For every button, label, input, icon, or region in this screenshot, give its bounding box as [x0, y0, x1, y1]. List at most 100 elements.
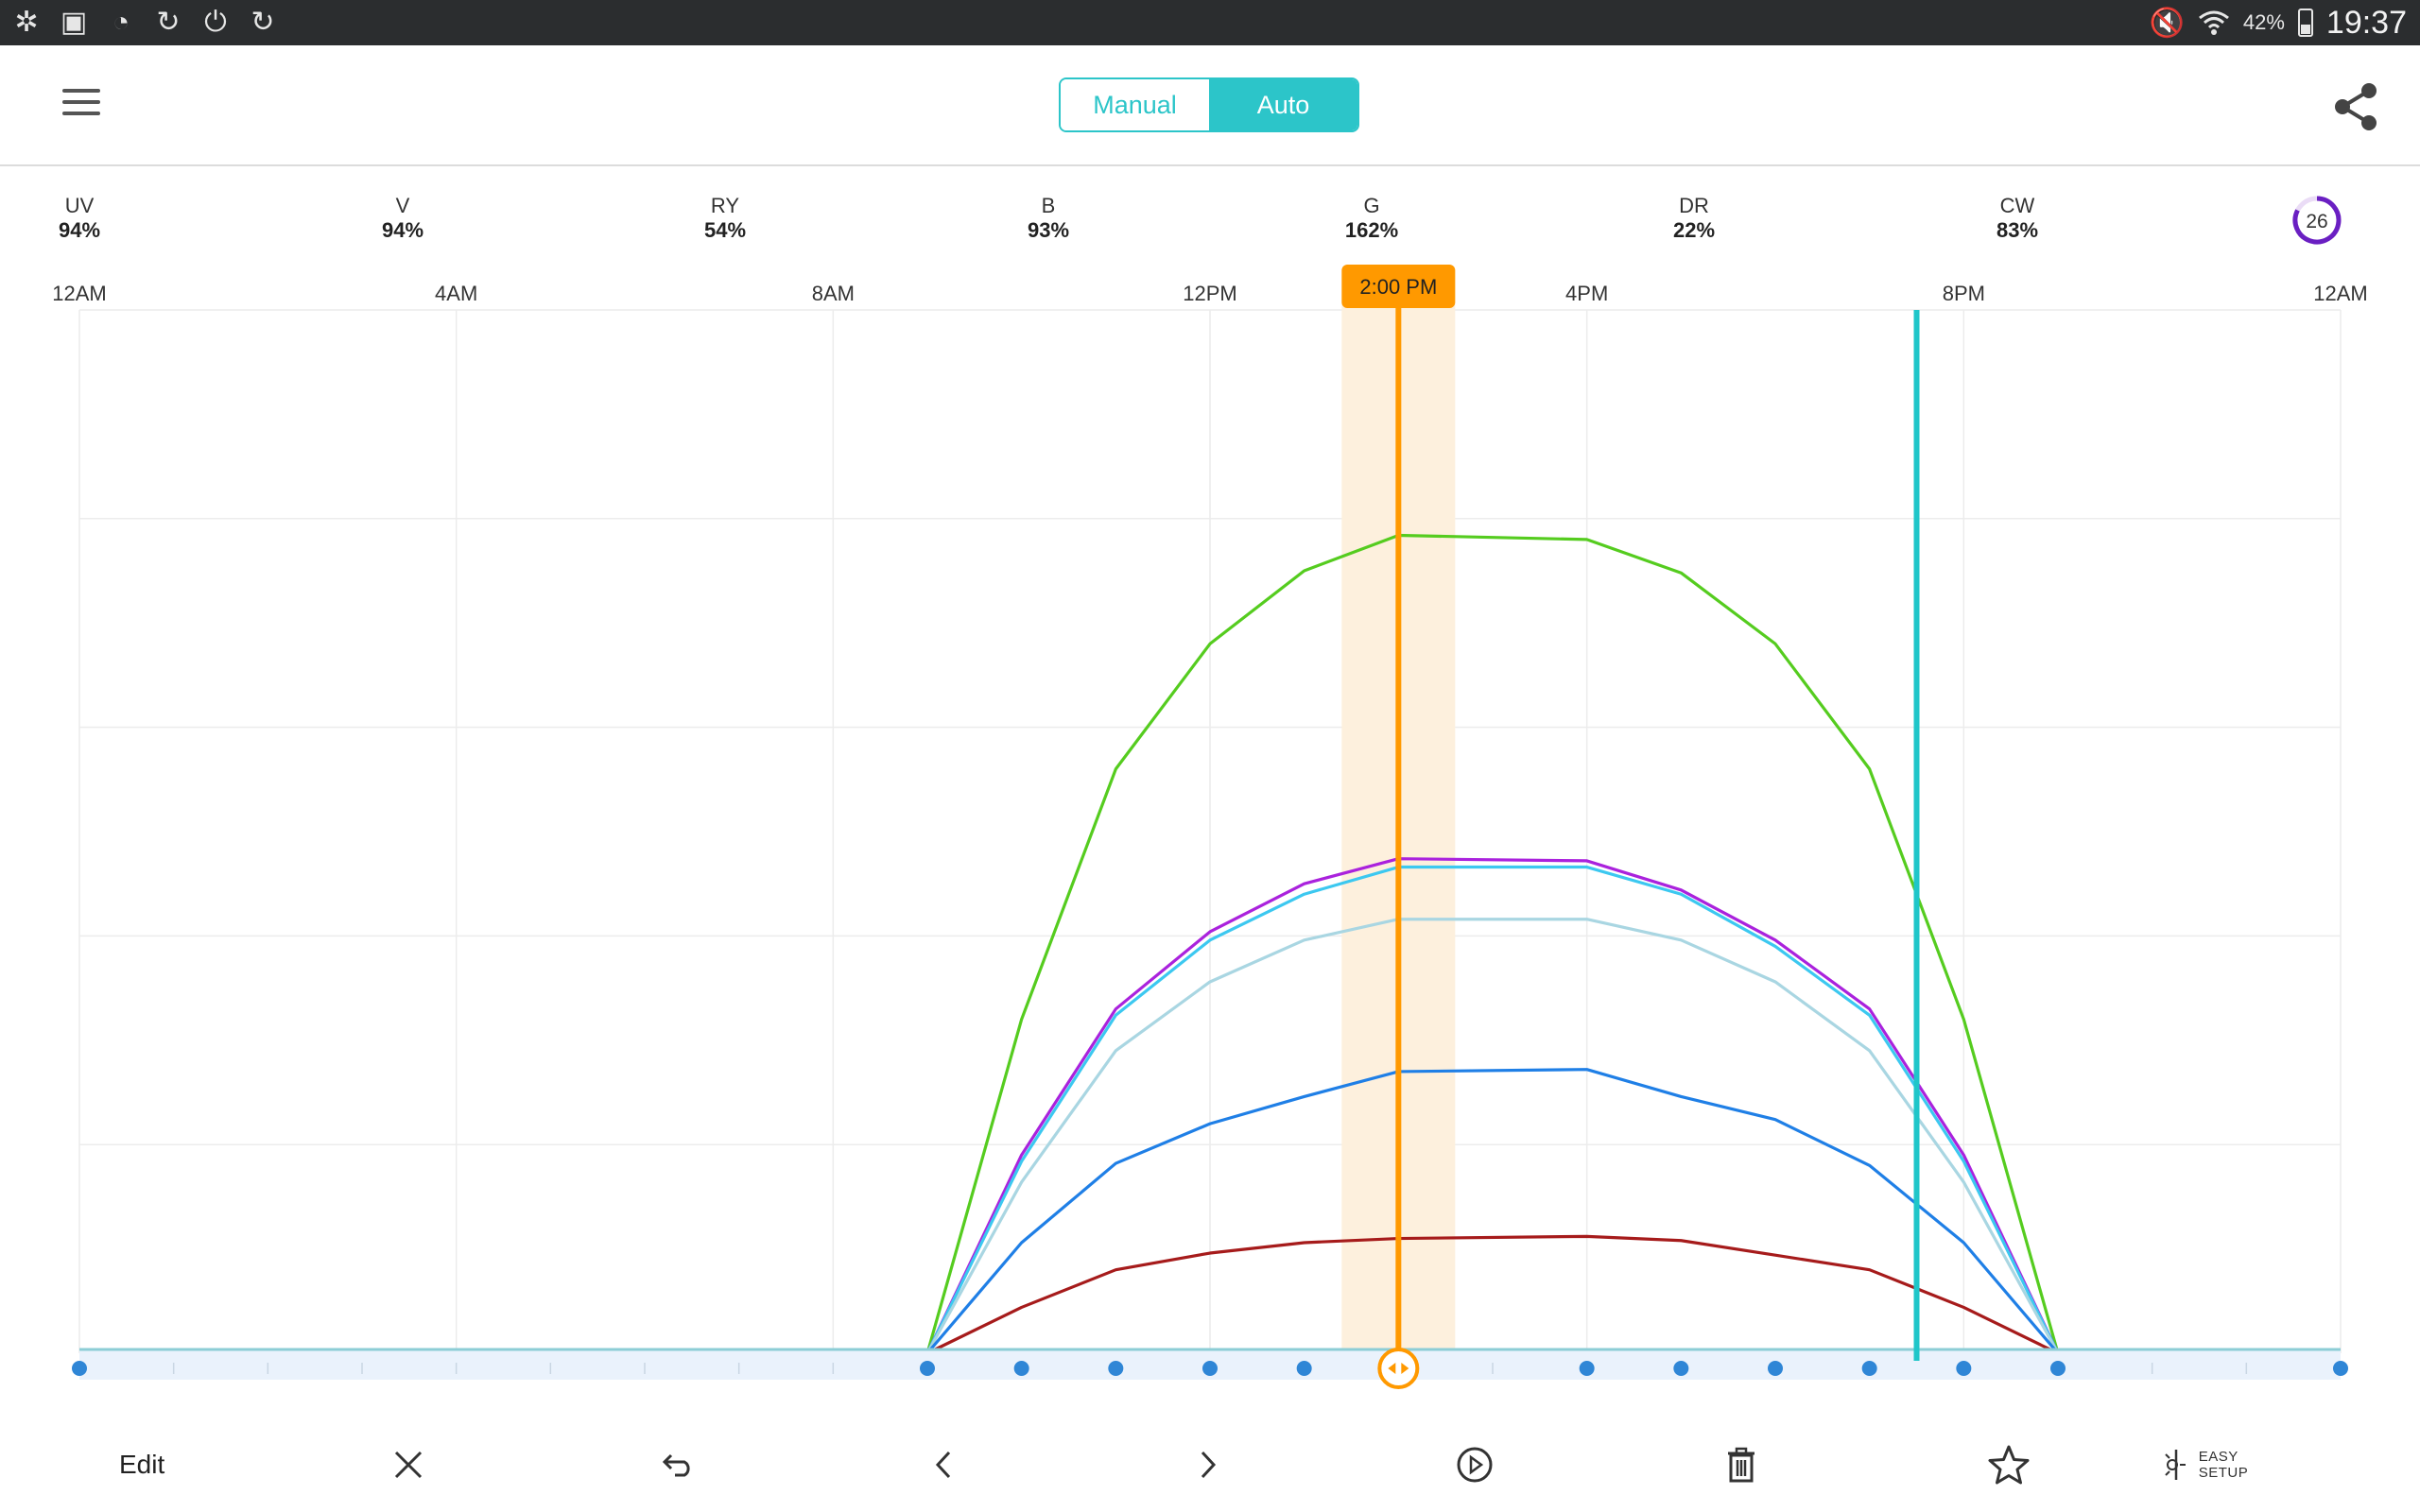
easy-setup-label: EASY SETUP: [2199, 1449, 2249, 1481]
channel-uv[interactable]: UV 94%: [13, 194, 146, 243]
easy-setup-icon: [2165, 1450, 2186, 1480]
control-point[interactable]: [1108, 1361, 1124, 1376]
control-point[interactable]: [2050, 1361, 2066, 1376]
mode-toggle[interactable]: Manual Auto: [1059, 77, 1359, 132]
series-line: [79, 1068, 2341, 1355]
control-point[interactable]: [1956, 1361, 1972, 1376]
easy-setup-label-line1: EASY: [2198, 1449, 2238, 1465]
wifi-question-icon: ◔: [112, 7, 130, 38]
channel-dr[interactable]: DR 22%: [1628, 194, 1760, 243]
x-axis-ticks: 12AM 4AM 8AM 12PM 4PM 8PM 12AM: [52, 282, 2367, 305]
channel-name: CW: [1999, 194, 2035, 217]
x-tick-label: 4PM: [1565, 282, 1608, 305]
play-icon: [1457, 1447, 1493, 1483]
easy-setup-label-line2: SETUP: [2198, 1465, 2249, 1481]
auto-mode-button[interactable]: Auto: [1209, 79, 1357, 130]
delete-button[interactable]: [1719, 1435, 1764, 1495]
battery-icon: [2297, 9, 2313, 37]
app-bar: Manual Auto: [0, 45, 2420, 166]
channel-g[interactable]: G 162%: [1305, 194, 1438, 243]
chart-svg[interactable]: 12AM 4AM 8AM 12PM 4PM 8PM 12AM 2:00 PM: [0, 265, 2420, 1399]
channel-name: DR: [1679, 194, 1709, 217]
play-button[interactable]: [1452, 1435, 1497, 1495]
channel-value: 54%: [703, 218, 747, 242]
wifi-icon: [2198, 10, 2229, 35]
control-point[interactable]: [1202, 1361, 1218, 1376]
channel-b[interactable]: B 93%: [982, 194, 1115, 243]
channel-value: 93%: [1027, 218, 1070, 242]
channel-value: 94%: [58, 218, 101, 242]
sync-icon: ↻: [251, 7, 275, 38]
series-line: [79, 1234, 2341, 1355]
gallery-icon: ▣: [60, 7, 88, 38]
channel-name: RY: [710, 194, 740, 217]
drag-arrows-icon: [1388, 1363, 1409, 1374]
channel-v[interactable]: V 94%: [337, 194, 469, 243]
control-point[interactable]: [2333, 1361, 2348, 1376]
x-tick-label: 12PM: [1183, 282, 1236, 305]
x-tick-label: 4AM: [435, 282, 477, 305]
channel-values: UV 94% V 94% RY 54% B 93% G 162% DR 22% …: [0, 194, 2420, 260]
channel-name: V: [395, 194, 410, 217]
control-point[interactable]: [1768, 1361, 1783, 1376]
cursor-label-bg: [1341, 265, 1456, 308]
channel-cw[interactable]: CW 83%: [1951, 194, 2083, 243]
channel-value: 94%: [381, 218, 424, 242]
battery-percent: 42%: [2242, 10, 2285, 34]
chart-grid: [78, 309, 2342, 1354]
series-line: [79, 533, 2341, 1355]
control-point[interactable]: [72, 1361, 87, 1376]
channel-name: G: [1363, 194, 1380, 217]
star-icon: [1988, 1445, 2030, 1485]
progress-badge[interactable]: 26: [2291, 195, 2342, 246]
undo-button[interactable]: [656, 1435, 701, 1495]
edit-button[interactable]: Edit: [119, 1450, 165, 1479]
series-line: [79, 857, 2341, 1355]
notification-icons: ✲ ▣ ◔ ↻ ⏻ ↻: [8, 6, 282, 40]
x-tick-label: 12AM: [2313, 282, 2367, 305]
cursor-time-label: 2:00 PM: [1359, 275, 1437, 299]
status-bar: ✲ ▣ ◔ ↻ ⏻ ↻ 🔇 42% 19:37: [0, 0, 2420, 45]
series-line: [79, 918, 2341, 1355]
app-icon: ✲: [14, 7, 39, 38]
favorite-button[interactable]: [1983, 1435, 2034, 1495]
badge-value: 26: [2306, 211, 2327, 232]
schedule-chart[interactable]: 12AM 4AM 8AM 12PM 4PM 8PM 12AM 2:00 PM: [0, 265, 2420, 1399]
clock: 19:37: [2325, 4, 2407, 41]
bottom-toolbar: Edit: [0, 1418, 2420, 1512]
control-point[interactable]: [1861, 1361, 1877, 1376]
close-icon: [394, 1451, 423, 1479]
channel-name: UV: [64, 194, 95, 217]
control-point[interactable]: [1013, 1361, 1029, 1376]
cursor-handle[interactable]: [1377, 1348, 1420, 1389]
easy-setup-button[interactable]: EASY SETUP: [2153, 1435, 2257, 1495]
previous-button[interactable]: [921, 1435, 966, 1495]
channel-value: 22%: [1672, 218, 1716, 242]
control-point[interactable]: [1579, 1361, 1595, 1376]
channel-value: 162%: [1344, 218, 1399, 242]
chart-series: [79, 533, 2341, 1355]
chevron-left-icon: [935, 1451, 951, 1479]
close-button[interactable]: [386, 1435, 431, 1495]
series-line: [79, 865, 2341, 1355]
channel-name: B: [1041, 194, 1056, 217]
share-icon[interactable]: [2331, 81, 2380, 132]
status-right: 🔇 42% 19:37: [2150, 0, 2408, 45]
control-point[interactable]: [1673, 1361, 1689, 1376]
channel-ry[interactable]: RY 54%: [659, 194, 791, 243]
next-button[interactable]: [1185, 1435, 1231, 1495]
undo-icon: [662, 1453, 690, 1477]
chart-markers: 2:00 PM: [72, 265, 2348, 1389]
chevron-right-icon: [1201, 1451, 1217, 1479]
sync-icon: ↻: [156, 7, 181, 38]
mute-vibrate-icon: 🔇: [2149, 7, 2185, 39]
power-sync-icon: ⏻: [204, 7, 227, 38]
menu-icon[interactable]: [62, 89, 100, 117]
channel-value: 83%: [1996, 218, 2039, 242]
control-point[interactable]: [920, 1361, 935, 1376]
x-tick-label: 8AM: [812, 282, 855, 305]
manual-mode-button[interactable]: Manual: [1061, 79, 1209, 130]
control-point[interactable]: [1296, 1361, 1312, 1376]
trash-icon: [1728, 1447, 1754, 1483]
x-tick-label: 12AM: [52, 282, 106, 305]
